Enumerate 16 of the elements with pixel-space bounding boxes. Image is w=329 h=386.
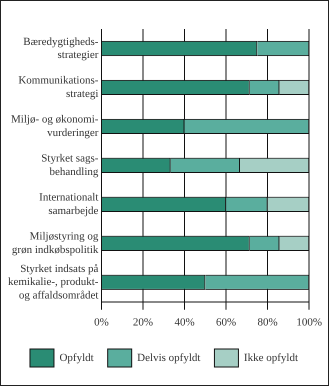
x-tick-label: 0%: [94, 316, 109, 328]
legend-label: Delvis opfyldt: [137, 352, 200, 364]
y-tick-label: Miljø- og økonomi- vurderinger: [11, 114, 99, 139]
y-tick-label: Miljøstyring og grøn indkøbspolitik: [12, 230, 99, 256]
legend-label: Opfyldt: [59, 352, 94, 364]
x-tick-label: 20%: [132, 316, 154, 328]
y-tick-label: Internationalt samarbejde: [39, 192, 99, 217]
x-tick-label: 100%: [296, 316, 322, 328]
x-tick-label: 40%: [174, 316, 195, 328]
y-tick-label: Styrket indsats på kemikalie-, produkt- og affaldsområdet: [8, 263, 99, 302]
y-tick-label: Styrket sags- behandling: [41, 152, 99, 178]
x-tick-label: 80%: [258, 316, 278, 328]
legend-label: Ikke opfyldt: [244, 352, 298, 364]
x-tick-label: 60%: [216, 316, 236, 328]
y-tick-label: Bæredygtigheds- strategier: [23, 36, 99, 61]
y-tick-label: Kommunikations- strategi: [18, 74, 99, 100]
